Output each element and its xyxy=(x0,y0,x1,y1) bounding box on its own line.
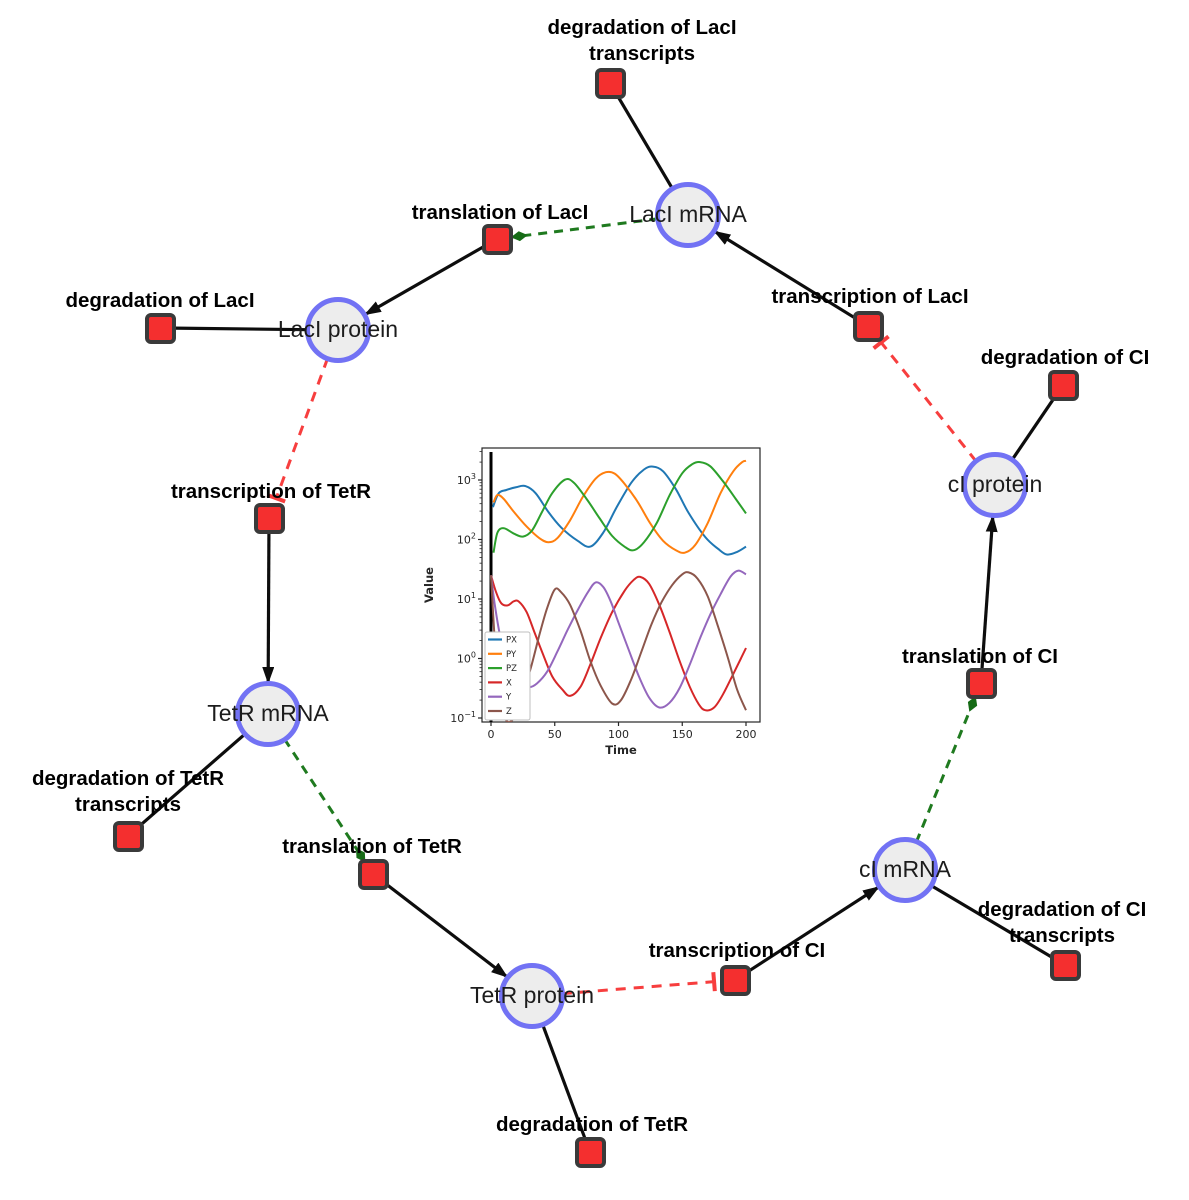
edge-catalysis-tetr-mrna-to-translation-tetr xyxy=(283,738,367,863)
species-node-ci-mrna[interactable] xyxy=(872,837,938,903)
legend-label-Z: Z xyxy=(506,707,512,717)
timecourse-plot: 0 50 100 150 200 10−1 100 101 102 103 Time Value PX P… xyxy=(415,432,795,767)
series-X xyxy=(490,575,747,712)
reaction-node-transcription-laci[interactable] xyxy=(852,310,884,342)
y-tick-label: 102 xyxy=(457,532,476,547)
edge-inhibition-tetr-protein-to-transcription-ci xyxy=(561,972,717,996)
edge-production-translation-tetr-to-tetr-protein xyxy=(382,880,509,979)
edge-catalysis-ci-mrna-to-translation-ci xyxy=(914,695,978,843)
edge-production-translation-laci-to-laci-protein xyxy=(364,244,487,316)
edge-consumption-tetr-protein-to-deg-tetr xyxy=(540,1023,587,1140)
x-tick-label: 150 xyxy=(672,728,693,741)
edge-inhibition-ci-protein-to-transcription-laci xyxy=(872,334,978,463)
series-PX xyxy=(491,465,747,556)
edge-consumption-tetr-mrna-to-deg-tetr-transcripts xyxy=(137,732,247,829)
reaction-node-translation-tetr[interactable] xyxy=(357,858,389,890)
legend-label-PZ: PZ xyxy=(506,664,517,674)
reaction-node-transcription-ci[interactable] xyxy=(719,964,751,996)
legend-label-X: X xyxy=(506,678,512,688)
reaction-node-deg-tetr-transcripts[interactable] xyxy=(112,820,144,852)
edge-production-transcription-laci-to-laci-mrna xyxy=(713,229,858,321)
reaction-node-deg-laci[interactable] xyxy=(144,312,176,344)
x-tick-label: 200 xyxy=(736,728,757,741)
edge-production-transcription-tetr-to-tetr-mrna xyxy=(262,530,275,685)
reaction-node-deg-ci[interactable] xyxy=(1047,369,1079,401)
x-tick-label: 50 xyxy=(548,728,562,741)
y-tick-label: 101 xyxy=(457,591,476,606)
edge-consumption-laci-mrna-to-deg-laci-transcripts xyxy=(615,94,675,190)
reaction-node-deg-tetr[interactable] xyxy=(574,1136,606,1168)
reaction-node-transcription-tetr[interactable] xyxy=(253,502,285,534)
reaction-node-translation-ci[interactable] xyxy=(965,667,997,699)
edge-consumption-laci-protein-to-deg-laci xyxy=(173,326,309,332)
series-PZ xyxy=(492,460,747,553)
y-tick-label: 103 xyxy=(457,472,476,487)
species-node-tetr-mrna[interactable] xyxy=(235,681,301,747)
y-axis-label: Value xyxy=(422,567,436,603)
reaction-node-translation-laci[interactable] xyxy=(481,223,513,255)
legend-label-Y: Y xyxy=(505,693,512,703)
edge-consumption-ci-protein-to-deg-ci xyxy=(1010,395,1057,462)
x-tick-label: 100 xyxy=(608,728,629,741)
species-node-ci-protein[interactable] xyxy=(962,452,1028,518)
x-axis-label: Time xyxy=(605,743,637,757)
edge-production-translation-ci-to-ci-protein xyxy=(980,514,998,671)
edge-consumption-ci-mrna-to-deg-ci-transcripts xyxy=(929,883,1054,960)
legend-label-PX: PX xyxy=(506,636,517,646)
reaction-node-deg-laci-transcripts[interactable] xyxy=(594,67,626,99)
x-tick-label: 0 xyxy=(488,728,495,741)
species-node-laci-mrna[interactable] xyxy=(655,182,721,248)
legend-label-PY: PY xyxy=(506,650,517,660)
y-tick-label: 100 xyxy=(457,651,476,666)
y-tick-label: 10−1 xyxy=(450,710,476,725)
species-node-laci-protein[interactable] xyxy=(305,297,371,363)
species-node-tetr-protein[interactable] xyxy=(499,963,565,1029)
reaction-node-deg-ci-transcripts[interactable] xyxy=(1049,949,1081,981)
edge-catalysis-laci-mrna-to-translation-laci xyxy=(510,217,659,242)
edge-production-transcription-ci-to-ci-mrna xyxy=(745,885,880,975)
series-PY xyxy=(492,459,747,554)
edge-inhibition-laci-protein-to-transcription-tetr xyxy=(266,357,330,504)
